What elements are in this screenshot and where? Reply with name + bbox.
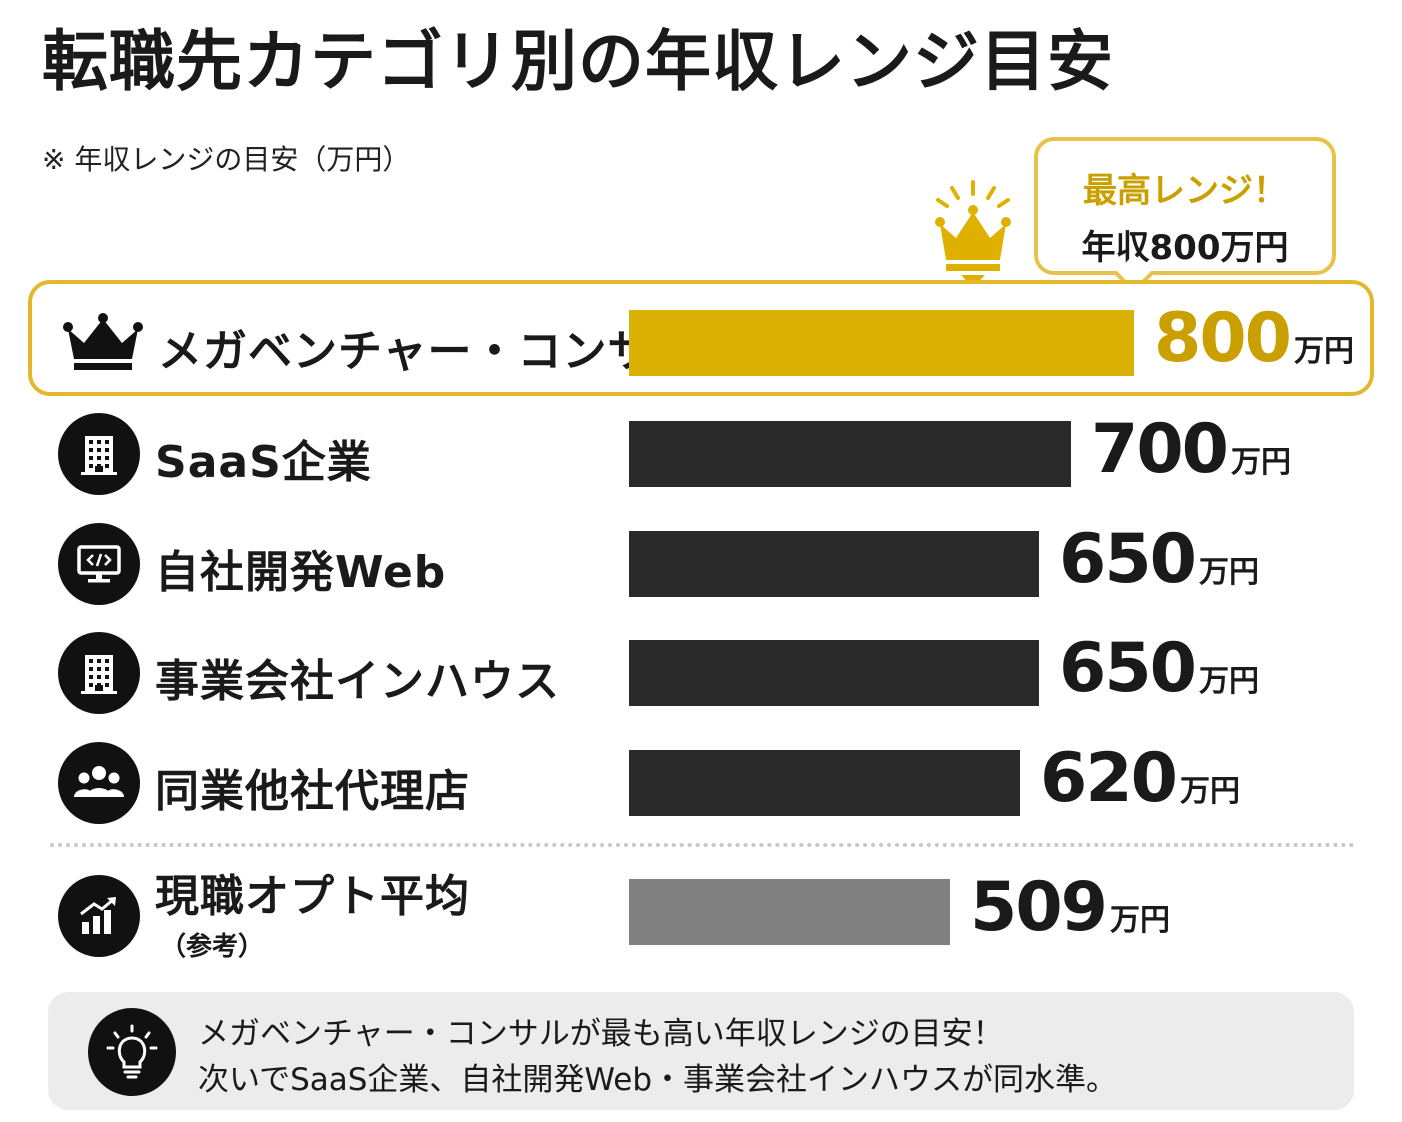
callout-value: 年収800万円 [1081, 228, 1289, 268]
bar-row: SaaS企業 700 万円 [0, 399, 1402, 509]
reference-divider [50, 843, 1355, 847]
value-unit: 万円 [1293, 334, 1354, 369]
monitor-code-icon [58, 523, 140, 605]
value-label: 650 万円 [1059, 520, 1259, 599]
value-label: 620 万円 [1040, 739, 1240, 818]
bar-row: 現職オプト平均 （参考） 509 万円 [0, 857, 1402, 967]
value-number: 700 [1091, 410, 1229, 489]
category-label: メガベンチャー・コンサル [158, 326, 698, 377]
max-range-callout: 最高レンジ！ 年収800万円 [1034, 137, 1336, 275]
building-icon [58, 413, 140, 495]
category-note: （参考） [160, 932, 265, 962]
bar [629, 750, 1020, 816]
note-line-1: メガベンチャー・コンサルが最も高い年収レンジの目安！ [198, 1016, 1004, 1052]
chart-subtitle: ※ 年収レンジの目安（万円） [42, 143, 411, 176]
summary-note: メガベンチャー・コンサルが最も高い年収レンジの目安！ 次いでSaaS企業、自社開… [48, 992, 1354, 1110]
bar-row: 同業他社代理店 620 万円 [0, 728, 1402, 838]
value-label: 509 万円 [970, 868, 1170, 947]
value-label: 800 万円 [1154, 299, 1354, 378]
bar-row: 自社開発Web 650 万円 [0, 509, 1402, 619]
crown-icon [62, 313, 144, 395]
value-number: 509 [970, 868, 1108, 947]
building-icon [58, 632, 140, 714]
people-icon [58, 742, 140, 824]
bar [629, 310, 1134, 376]
bar-row: 事業会社インハウス 650 万円 [0, 618, 1402, 728]
value-unit: 万円 [1198, 664, 1259, 699]
chart-growth-icon [58, 875, 140, 957]
value-number: 620 [1040, 739, 1178, 818]
value-number: 800 [1154, 299, 1292, 378]
bar-row: メガベンチャー・コンサル 800 万円 [0, 288, 1402, 398]
page-title: 転職先カテゴリ別の年収レンジ目安 [42, 23, 1114, 100]
bar [629, 640, 1039, 706]
value-label: 700 万円 [1091, 410, 1291, 489]
value-unit: 万円 [1179, 774, 1240, 809]
callout-heading: 最高レンジ！ [1083, 171, 1287, 211]
bar [629, 879, 950, 945]
category-label: 事業会社インハウス [155, 656, 560, 707]
lightbulb-icon [88, 1008, 176, 1096]
bar [629, 531, 1039, 597]
value-number: 650 [1059, 520, 1197, 599]
bar [629, 421, 1071, 487]
value-label: 650 万円 [1059, 629, 1259, 708]
value-unit: 万円 [1198, 555, 1259, 590]
value-number: 650 [1059, 629, 1197, 708]
category-label: 同業他社代理店 [155, 766, 470, 817]
highlight-crown-icon [935, 180, 1011, 288]
category-label: SaaS企業 [155, 437, 372, 488]
value-unit: 万円 [1230, 445, 1291, 480]
value-unit: 万円 [1109, 903, 1170, 938]
category-label: 現職オプト平均 [155, 871, 470, 922]
category-label: 自社開発Web [155, 547, 447, 598]
note-line-2: 次いでSaaS企業、自社開発Web・事業会社インハウスが同水準。 [198, 1062, 1118, 1098]
